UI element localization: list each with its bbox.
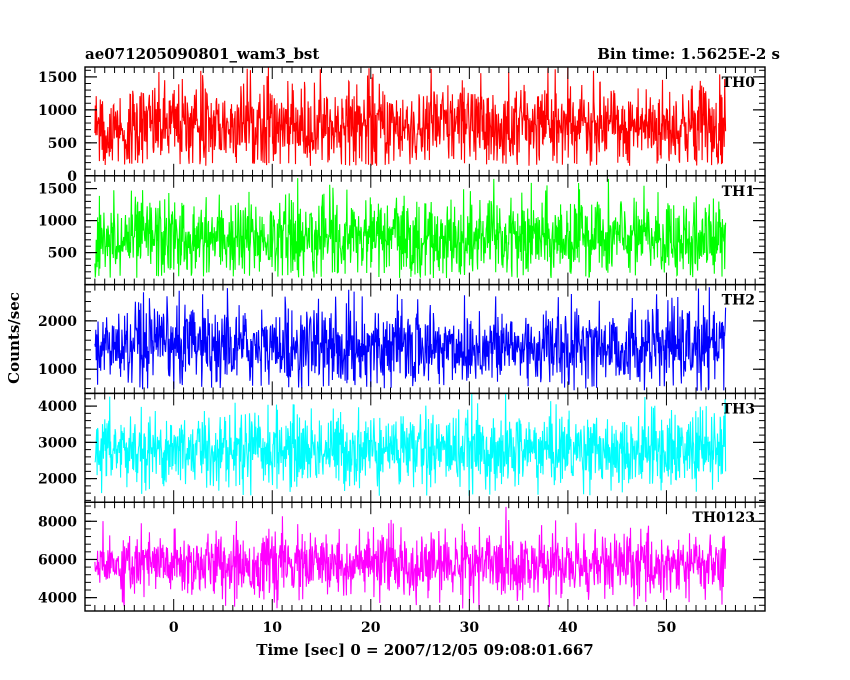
series-line-th0123 xyxy=(94,506,727,610)
y-tick-label: 1500 xyxy=(38,70,77,86)
y-tick-label: 500 xyxy=(48,246,77,262)
y-tick-label: 500 xyxy=(48,136,77,152)
panel-th3: 2000 3000 4000 TH3 xyxy=(38,392,766,503)
panel-th0123: 4000 6000 8000 TH0123 xyxy=(38,501,766,612)
panel-th2: 1000 2000 TH2 xyxy=(38,283,766,395)
series-line-th1 xyxy=(94,178,727,279)
x-axis-label: Time [sec] 0 = 2007/12/05 09:08:01.667 xyxy=(256,641,593,659)
y-axis-label: Counts/sec xyxy=(5,292,23,384)
x-tick-label: 0 xyxy=(169,620,179,636)
panel-th1: 500 1000 1500 TH1 xyxy=(38,175,766,286)
y-tick-label: 2000 xyxy=(38,472,77,488)
x-axis: 0 10 20 30 40 50 xyxy=(169,620,677,636)
panel-label-th3: TH3 xyxy=(722,401,755,417)
panel-label-th2: TH2 xyxy=(722,293,755,309)
y-tick-label: 6000 xyxy=(38,552,77,568)
series-line-th0 xyxy=(94,67,727,166)
y-tick-label: 4000 xyxy=(38,399,77,415)
y-tick-label: 0 xyxy=(67,169,77,185)
x-tick-label: 40 xyxy=(558,620,578,636)
y-tick-label: 4000 xyxy=(38,591,77,607)
series-line-th2 xyxy=(94,287,727,391)
panel-th0: 0 500 1000 1500 TH0 xyxy=(38,66,766,185)
y-tick-label: 2000 xyxy=(38,314,77,330)
panel-frame xyxy=(84,501,766,612)
y-tick-label: 1000 xyxy=(38,103,77,119)
y-tick-label: 3000 xyxy=(38,435,77,451)
chart-title-right: Bin time: 1.5625E-2 s xyxy=(597,45,780,63)
panel-label-th0123: TH0123 xyxy=(692,510,755,526)
x-tick-label: 30 xyxy=(460,620,480,636)
panel-label-th1: TH1 xyxy=(722,184,755,200)
panel-label-th0: TH0 xyxy=(722,75,756,91)
y-tick-label: 8000 xyxy=(38,514,77,530)
y-tick-label: 1000 xyxy=(38,362,77,378)
x-tick-label: 50 xyxy=(657,620,677,636)
y-tick-label: 1000 xyxy=(38,214,77,230)
x-tick-label: 20 xyxy=(361,620,381,636)
x-tick-label: 10 xyxy=(263,620,283,636)
y-tick-label: 1500 xyxy=(38,182,77,198)
panels-group: 0 500 1000 1500 TH0 500 1000 1500 TH1 1000 2000 TH2… xyxy=(38,66,766,612)
series-line-th3 xyxy=(94,393,727,496)
chart-title-left: ae071205090801_wam3_bst xyxy=(85,45,319,63)
